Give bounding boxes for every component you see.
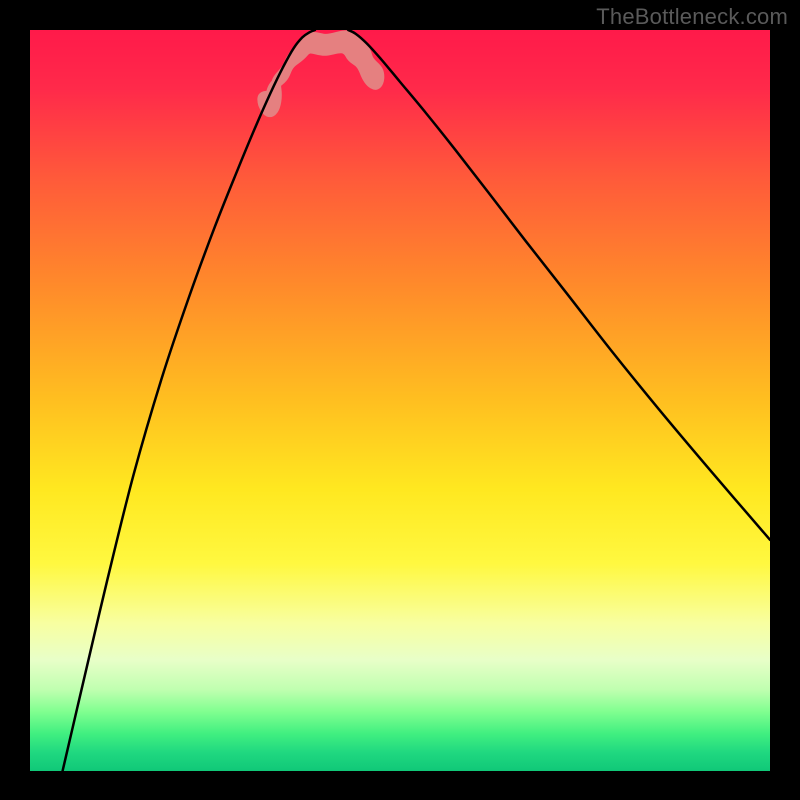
chart-svg <box>30 30 770 771</box>
bottleneck-chart <box>30 30 770 771</box>
watermark-text: TheBottleneck.com <box>596 4 788 30</box>
